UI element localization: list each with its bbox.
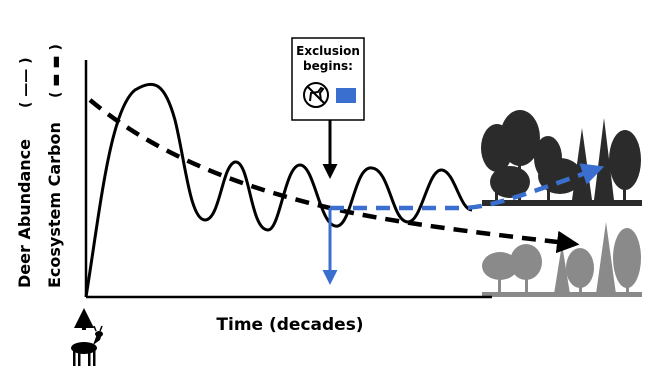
y-label-deer-key: ( —— ) bbox=[18, 57, 34, 108]
callout-line-1: Exclusion bbox=[296, 44, 360, 58]
deer-icon bbox=[71, 325, 103, 366]
y-label-deer: Deer Abundance bbox=[15, 139, 34, 288]
no-deer-icon bbox=[303, 82, 329, 108]
exclusion-callout: Exclusion begins: bbox=[291, 37, 365, 121]
sparse-forest-icon bbox=[482, 222, 642, 297]
deer-curve bbox=[84, 82, 473, 298]
x-axis-label: Time (decades) bbox=[216, 315, 363, 335]
carbon-curve bbox=[88, 98, 580, 254]
callout-line-2: begins: bbox=[303, 59, 353, 73]
exclusion-swatch bbox=[336, 88, 356, 103]
y-label-carbon: Ecosystem Carbon bbox=[45, 122, 64, 288]
dense-forest-icon bbox=[481, 110, 642, 206]
y-label-carbon-key: ( ▬ ▬ ) bbox=[48, 44, 64, 98]
